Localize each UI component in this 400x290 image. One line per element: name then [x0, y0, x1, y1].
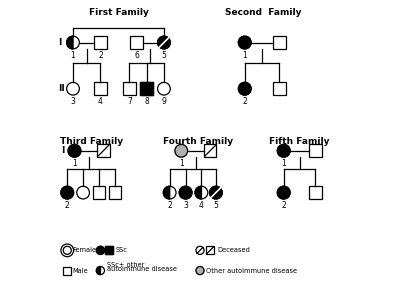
Text: 2: 2	[65, 201, 70, 210]
Text: II: II	[62, 188, 68, 197]
Text: Deceased: Deceased	[217, 247, 250, 253]
Text: 7: 7	[127, 97, 132, 106]
Text: 4: 4	[98, 97, 103, 106]
Bar	[97, 144, 110, 157]
Text: I: I	[62, 146, 65, 155]
Text: Fourth Family: Fourth Family	[164, 137, 234, 146]
Wedge shape	[96, 267, 100, 275]
Text: 8: 8	[144, 97, 149, 106]
Circle shape	[238, 36, 251, 49]
Text: 4: 4	[199, 201, 204, 210]
Circle shape	[179, 186, 192, 199]
Bar	[94, 36, 107, 49]
Text: 1: 1	[179, 159, 184, 168]
Circle shape	[277, 144, 290, 157]
Bar	[309, 186, 322, 199]
Bar	[204, 144, 216, 157]
Bar	[105, 246, 113, 254]
Text: SSc+ other: SSc+ other	[107, 262, 144, 268]
Text: Second  Family: Second Family	[225, 8, 302, 17]
Bar	[273, 36, 286, 49]
Bar	[140, 82, 153, 95]
Text: 1: 1	[71, 51, 75, 60]
Wedge shape	[195, 186, 202, 199]
Circle shape	[210, 186, 222, 199]
Text: 1: 1	[242, 51, 247, 60]
Text: SSc: SSc	[116, 247, 128, 253]
Text: 3: 3	[70, 97, 76, 106]
Text: Third Family: Third Family	[60, 137, 123, 146]
Text: 5: 5	[162, 51, 166, 60]
Wedge shape	[163, 186, 170, 199]
Bar	[123, 82, 136, 95]
Bar	[130, 36, 143, 49]
Circle shape	[68, 144, 81, 157]
Text: 2: 2	[98, 51, 103, 60]
Text: Fifth Family: Fifth Family	[269, 137, 330, 146]
Circle shape	[238, 82, 251, 95]
Circle shape	[158, 36, 170, 49]
Text: 3: 3	[183, 201, 188, 210]
Text: 2: 2	[242, 97, 247, 106]
Bar	[273, 82, 286, 95]
Wedge shape	[67, 36, 73, 49]
Bar	[140, 82, 153, 95]
Circle shape	[175, 144, 188, 157]
Text: 5: 5	[214, 201, 218, 210]
Text: 2: 2	[167, 201, 172, 210]
Bar	[105, 246, 113, 254]
Text: I: I	[58, 38, 62, 47]
Text: First Family: First Family	[89, 8, 149, 17]
Circle shape	[196, 267, 204, 275]
Text: 9: 9	[162, 97, 166, 106]
Bar	[93, 186, 105, 199]
Text: Other autoimmune disease: Other autoimmune disease	[206, 268, 297, 273]
Circle shape	[277, 186, 290, 199]
Text: autoimmune disease: autoimmune disease	[107, 266, 177, 272]
Bar	[94, 82, 107, 95]
Circle shape	[61, 186, 74, 199]
Bar	[108, 186, 121, 199]
Text: 6: 6	[134, 51, 139, 60]
Text: 1: 1	[72, 159, 77, 168]
Bar	[63, 267, 71, 275]
Text: 2: 2	[281, 201, 286, 210]
Text: Male: Male	[72, 268, 88, 273]
Text: Female: Female	[72, 247, 96, 253]
Circle shape	[96, 246, 104, 254]
Bar	[206, 246, 214, 254]
Text: II: II	[58, 84, 65, 93]
Text: 1: 1	[281, 159, 286, 168]
Bar	[309, 144, 322, 157]
